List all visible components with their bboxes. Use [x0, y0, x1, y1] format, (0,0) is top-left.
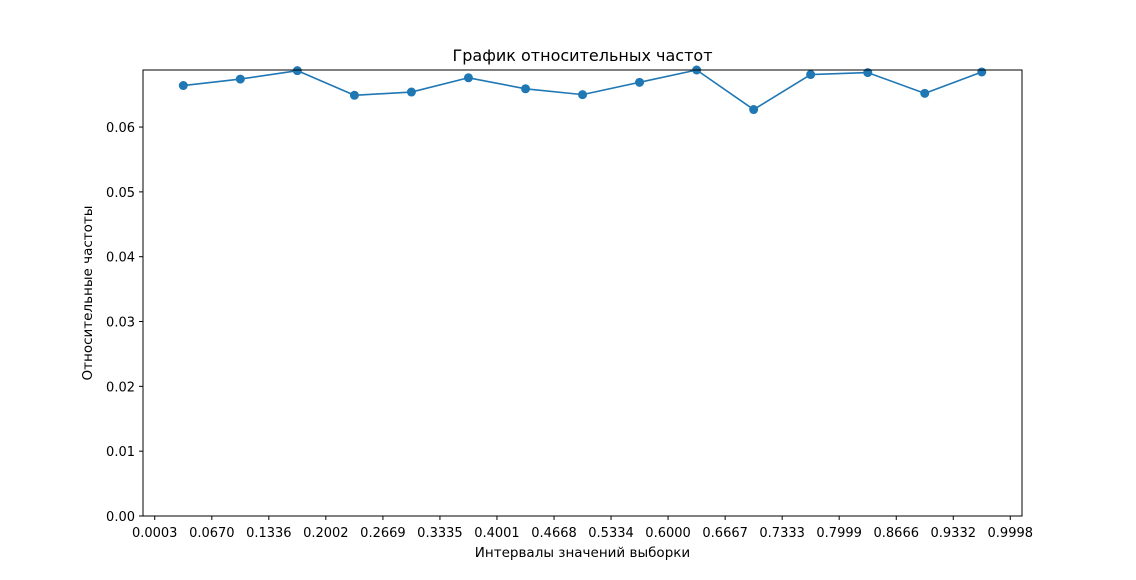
data-point [578, 90, 588, 100]
data-point [178, 81, 188, 91]
x-tick-label: 0.2669 [360, 526, 406, 541]
data-point [635, 77, 645, 87]
y-axis: 0.00 0.01 0.02 0.03 0.04 0.05 0.06 [106, 121, 143, 525]
x-tick-label: 0.8666 [874, 526, 920, 541]
x-tick-label: 0.0003 [132, 526, 178, 541]
x-tick-label: 0.2002 [303, 526, 349, 541]
data-point [521, 84, 531, 94]
x-tick-label: 0.5334 [588, 526, 634, 541]
data-point [863, 68, 873, 78]
x-tick-label: 0.4001 [474, 526, 520, 541]
data-point [235, 74, 245, 84]
x-tick-label: 0.6667 [702, 526, 748, 541]
y-tick-label: 0.03 [106, 316, 135, 331]
data-point [406, 87, 416, 97]
plot-area [142, 65, 1023, 517]
data-point [977, 67, 987, 77]
x-tick-label: 0.9332 [931, 526, 977, 541]
data-point [749, 105, 759, 115]
data-point [463, 73, 473, 83]
series-line [183, 69, 983, 111]
x-tick-label: 0.3335 [417, 526, 463, 541]
data-point [806, 70, 816, 80]
data-point [349, 90, 359, 100]
x-tick-label: 0.7999 [816, 526, 862, 541]
y-tick-label: 0.00 [106, 510, 135, 525]
x-tick-label: 0.4668 [531, 526, 577, 541]
x-tick-label: 0.7333 [759, 526, 805, 541]
y-tick-label: 0.04 [106, 251, 135, 266]
chart-title: График относительных частот [452, 46, 712, 65]
y-tick-label: 0.05 [106, 186, 135, 201]
y-tick-label: 0.02 [106, 380, 135, 395]
x-axis-label: Интервалы значений выборки [475, 545, 690, 561]
x-tick-label: 0.0670 [189, 526, 235, 541]
y-tick-label: 0.01 [106, 445, 135, 460]
plot-frame [142, 69, 1023, 517]
y-axis-label: Относительные частоты [80, 206, 96, 381]
x-tick-label: 0.1336 [246, 526, 292, 541]
x-tick-label: 0.9998 [988, 526, 1034, 541]
data-point [920, 88, 930, 98]
y-tick-label: 0.06 [106, 121, 135, 136]
series-layer [178, 65, 987, 115]
data-point [292, 66, 302, 76]
x-axis: 0.0003 0.0670 0.1336 0.2002 0.2669 0.3335 0.40… [132, 516, 1033, 541]
x-tick-label: 0.6000 [645, 526, 691, 541]
